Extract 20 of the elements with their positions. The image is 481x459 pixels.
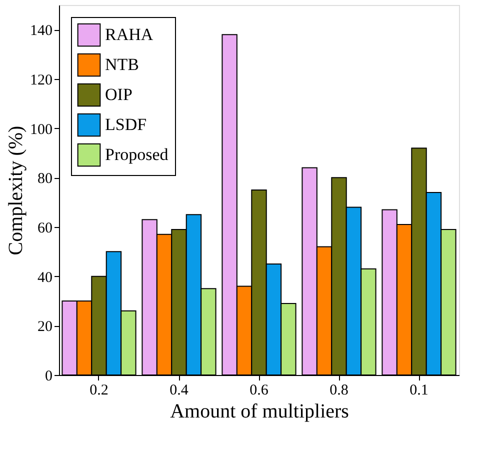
y-tick-label: 60 xyxy=(38,220,52,236)
x-axis-title: Amount of multipliers xyxy=(170,400,350,422)
y-tick-label: 80 xyxy=(38,171,52,188)
x-tick-label: 0.8 xyxy=(330,382,348,398)
x-tick-label: 0.6 xyxy=(250,382,269,398)
y-tick-label: 40 xyxy=(38,270,52,286)
x-tick-label: 0.2 xyxy=(90,382,108,398)
y-tick-label: 140 xyxy=(30,23,52,40)
y-tick-label: 120 xyxy=(30,72,52,88)
legend-label: OIP xyxy=(105,85,132,104)
y-tick-label: 0 xyxy=(45,368,52,384)
x-tick-label: 0.4 xyxy=(170,382,189,398)
legend-label: LSDF xyxy=(105,115,147,134)
y-axis-title: Complexity (%) xyxy=(5,126,27,256)
y-tick-label: 100 xyxy=(30,122,52,138)
legend-label: NTB xyxy=(105,55,139,74)
legend-label: RAHA xyxy=(105,25,154,44)
legend-label: Proposed xyxy=(105,145,169,164)
x-tick-label: 0.1 xyxy=(410,382,428,398)
y-tick-label: 20 xyxy=(38,319,52,336)
